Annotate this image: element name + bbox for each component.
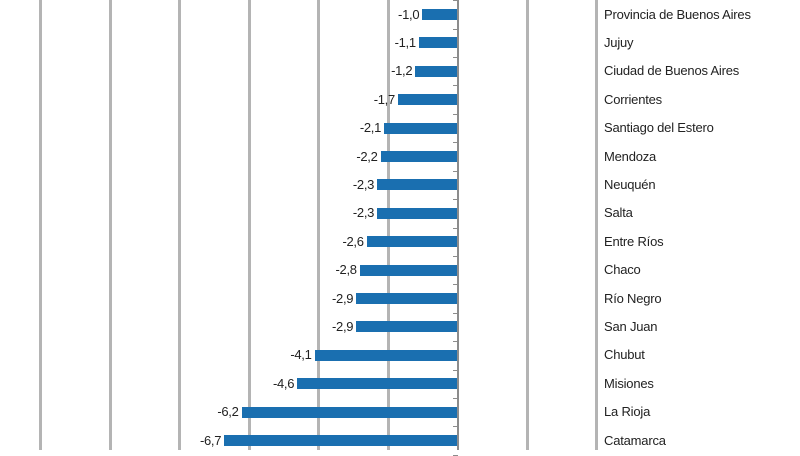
- bar: [377, 179, 457, 190]
- value-label: -2,6: [342, 234, 364, 249]
- bar: [377, 208, 457, 219]
- gridline: [108, 0, 112, 450]
- category-label: Chaco: [604, 262, 641, 277]
- axis-tick: [453, 228, 458, 229]
- axis-tick: [453, 313, 458, 314]
- bar: [422, 9, 457, 20]
- gridline: [386, 0, 390, 450]
- value-label: -6,7: [199, 433, 222, 448]
- bar: [384, 123, 457, 134]
- axis-tick: [453, 199, 458, 200]
- bar: [397, 94, 457, 105]
- bar: [359, 265, 457, 276]
- bar: [356, 293, 457, 304]
- axis-tick: [453, 256, 458, 257]
- axis-tick: [453, 29, 458, 30]
- axis-tick: [453, 284, 458, 285]
- value-label: -2,8: [335, 262, 357, 277]
- value-label: -1,7: [373, 92, 396, 107]
- bar: [241, 407, 457, 418]
- value-label: -2,1: [359, 120, 382, 135]
- gridline: [247, 0, 251, 450]
- gridline: [525, 0, 529, 450]
- value-label: -4,6: [272, 376, 295, 391]
- bar: [224, 435, 457, 446]
- axis-tick: [453, 57, 458, 58]
- category-label: Neuquén: [604, 177, 656, 192]
- axis-tick: [453, 171, 458, 172]
- bar: [415, 66, 457, 77]
- value-label: -1,0: [398, 7, 420, 22]
- category-label: Ciudad de Buenos Aires: [604, 63, 740, 78]
- value-label: -2,9: [332, 291, 354, 306]
- bar: [418, 37, 457, 48]
- gridline: [595, 0, 598, 450]
- category-label: Corrientes: [604, 92, 662, 107]
- bar: [314, 350, 457, 361]
- value-label: -1,1: [394, 35, 417, 50]
- axis-tick: [453, 85, 458, 86]
- category-label: Río Negro: [604, 291, 662, 306]
- value-label: -2,3: [352, 205, 375, 220]
- category-label: Santiago del Estero: [604, 120, 714, 135]
- gridline: [39, 0, 42, 450]
- value-label: -2,3: [352, 177, 375, 192]
- category-label: Misiones: [604, 376, 654, 391]
- axis-tick: [453, 114, 458, 115]
- axis-tick: [453, 341, 458, 342]
- category-label: Chubut: [604, 347, 645, 362]
- category-label: Provincia de Buenos Aires: [604, 7, 751, 22]
- bar: [297, 378, 457, 389]
- gridline: [317, 0, 320, 450]
- value-label: -2,9: [332, 319, 354, 334]
- category-label: Mendoza: [604, 149, 657, 164]
- category-label: Entre Ríos: [604, 234, 664, 249]
- value-label: -2,2: [356, 149, 378, 164]
- gridline: [178, 0, 181, 450]
- bar: [380, 151, 457, 162]
- category-label: La Rioja: [604, 404, 651, 419]
- value-label: -1,2: [391, 63, 413, 78]
- bar: [366, 236, 457, 247]
- value-label: -6,2: [217, 404, 239, 419]
- category-label: Salta: [604, 205, 633, 220]
- axis-tick: [453, 0, 458, 1]
- axis-tick: [453, 370, 458, 371]
- bar: [356, 321, 457, 332]
- category-label: Catamarca: [604, 433, 666, 448]
- category-label: Jujuy: [604, 35, 634, 50]
- axis-tick: [453, 142, 458, 143]
- axis-tick: [453, 426, 458, 427]
- zero-axis: [457, 0, 459, 450]
- axis-tick: [453, 398, 458, 399]
- value-label: -4,1: [290, 347, 312, 362]
- category-label: San Juan: [604, 319, 658, 334]
